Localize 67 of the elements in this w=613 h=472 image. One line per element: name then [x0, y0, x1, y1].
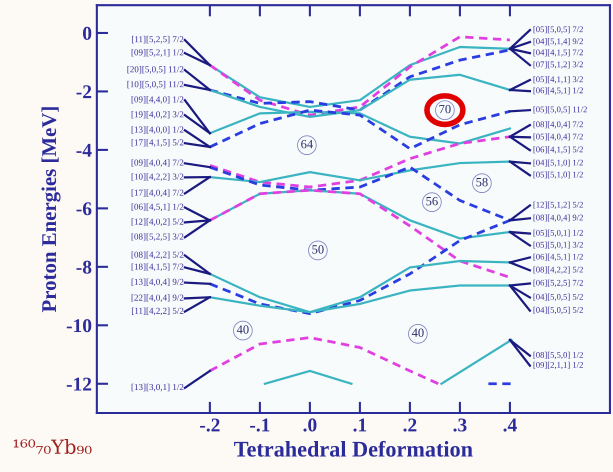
annotation: [22][4,0,4] 9/2 [132, 294, 184, 302]
annotation: [04][4,1,5] 7/2 [534, 49, 583, 57]
y-axis-title: Proton Energies [MeV] [41, 107, 61, 312]
annotation: [20][5,0,5] 11/2 [127, 66, 184, 74]
annotation: [04][5,0,5] 5/2 [534, 294, 583, 301]
annotation: [11][5,2,5] 7/2 [132, 36, 184, 44]
annotation: [08][5,5,0] 1/2 [534, 352, 583, 360]
y-tick-label: -6 [76, 202, 92, 216]
annotation: [08][4,2,2] 5/2 [534, 266, 583, 274]
annotation: [10][5,0,5] 11/2 [127, 80, 184, 89]
annotation: [05][5,0,5] 11/2 [534, 106, 587, 114]
annotation: [06][5,2,5] 7/2 [534, 280, 583, 287]
annotation: [09][4,0,4] 7/2 [132, 159, 184, 167]
annotation: [18][4,1,5] 7/2 [132, 263, 184, 271]
annotation: [06][4,5,1] 1/2 [534, 87, 583, 95]
annotation: [04][5,0,5] 5/2 [534, 306, 583, 314]
annotation: [06][4,5,1] 1/2 [132, 203, 184, 212]
x-axis-title: Tetrahedral Deformation [234, 440, 473, 457]
annotation: [05][5,0,5] 7/2 [534, 26, 583, 34]
x-tick-label: .4 [503, 418, 517, 432]
y-tick-label: -8 [76, 260, 92, 274]
annotation: 58 [476, 178, 488, 186]
annotation: 70 [439, 104, 451, 114]
annotation: 40 [236, 325, 249, 334]
annotation: [17][4,0,4] 7/2 [132, 189, 184, 198]
annotation: [08][4,2,2] 5/2 [132, 251, 184, 259]
annotation: [17][4,1,5] 5/2 [132, 139, 184, 147]
annotation: 64 [301, 140, 313, 148]
annotation: [06][4,1,5] 5/2 [534, 146, 583, 154]
annotation: 40 [412, 328, 424, 337]
y-tick-label: -10 [66, 319, 92, 332]
x-tick-label: .3 [453, 418, 467, 432]
x-tick-label: .2 [403, 418, 416, 432]
annotation: [11][4,2,2] 5/2 [132, 307, 184, 316]
annotation: [13][3,0,1] 1/2 [132, 384, 184, 392]
annotation: [05][4,0,4] 7/2 [534, 133, 583, 141]
annotation: [04][5,1,4] 9/2 [534, 38, 583, 46]
annotation: 56 [426, 196, 438, 206]
y-tick-label: -4 [76, 144, 92, 157]
annotation: [12][5,1,2] 5/2 [534, 202, 583, 209]
annotation: [04][5,1,0] 1/2 [534, 159, 583, 167]
annotation: [07][5,1,2] 3/2 [534, 61, 583, 69]
annotation: [05][4,1,1] 3/2 [534, 76, 583, 84]
annotation: [19][4,0,2] 3/2 [132, 111, 184, 119]
y-tick-label: -12 [66, 378, 92, 391]
annotation: [10][4,2,2] 3/2 [132, 173, 184, 181]
annotation: 50 [312, 245, 324, 254]
annotation: [09][4,4,0] 1/2 [132, 96, 184, 104]
text: ¹⁶⁰₇₀Yb₉₀ [14, 439, 92, 454]
annotation: [05][5,0,1] 1/2 [534, 230, 583, 237]
annotation: [09][5,2,1] 1/2 [132, 49, 184, 57]
y-tick-label: -2 [76, 85, 92, 98]
annotation: [05][5,0,1] 3/2 [534, 242, 583, 249]
x-tick-label: .0 [303, 418, 316, 432]
annotation: [05][5,1,0] 1/2 [534, 171, 583, 179]
annotation: [09][2,1,1] 1/2 [534, 362, 583, 370]
annotation: [13][4,0,0] 1/2 [132, 126, 184, 134]
annotation: [13][4,0,4] 9/2 [132, 278, 184, 286]
x-tick-label: .1 [353, 418, 366, 432]
annotation: [08][5,2,5] 3/2 [132, 233, 184, 241]
annotation: [06][4,5,1] 1/2 [534, 254, 583, 261]
annotation: [08][4,0,4] 7/2 [534, 121, 583, 128]
annotation: [12][4,0,2] 5/2 [132, 218, 184, 226]
x-tick-label: -.2 [200, 418, 220, 432]
x-tick-label: -.1 [250, 418, 270, 432]
annotation: [08][4,0,4] 9/2 [534, 214, 583, 222]
y-tick-label: 0 [83, 26, 92, 40]
